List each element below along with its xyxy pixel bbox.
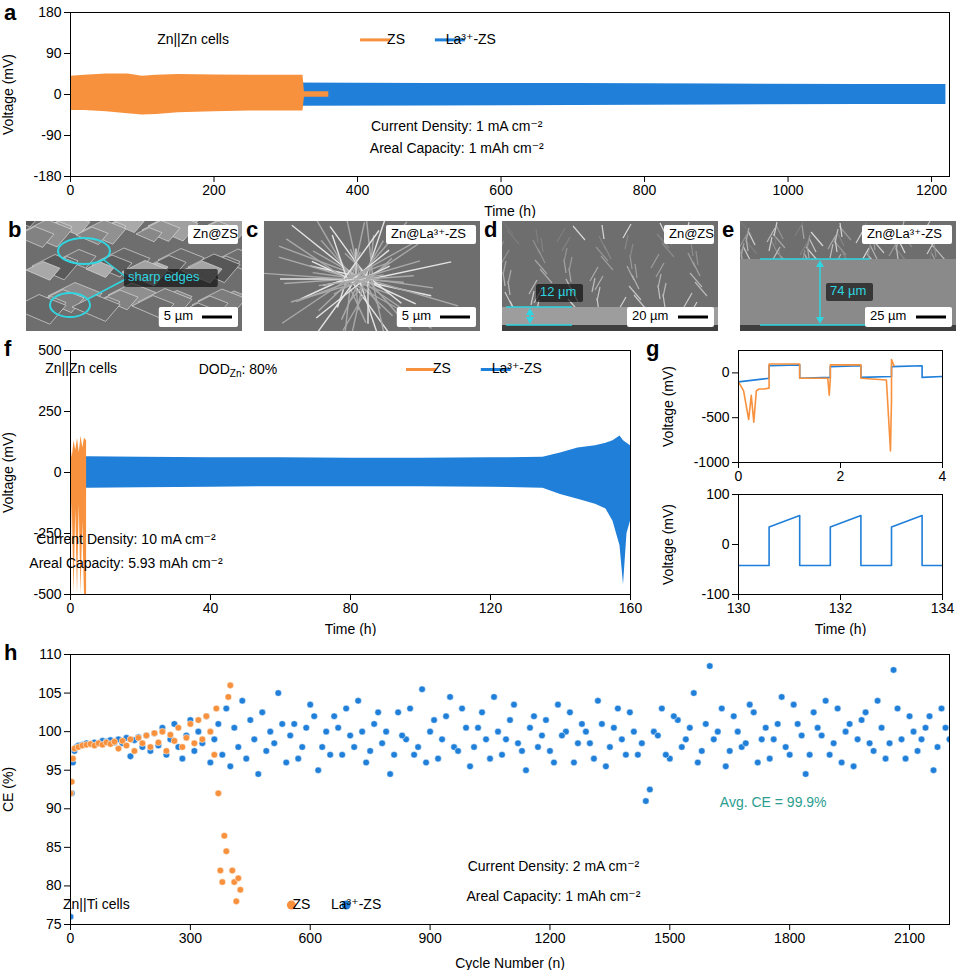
- svg-text:DODZn: 80%: DODZn: 80%: [199, 360, 278, 378]
- svg-text:Areal Capacity: 5.93 mAh cm⁻²: Areal Capacity: 5.93 mAh cm⁻²: [29, 555, 223, 571]
- svg-text:132: 132: [829, 600, 853, 616]
- svg-text:300: 300: [179, 930, 203, 946]
- svg-text:Voltage (mV): Voltage (mV): [0, 432, 16, 513]
- svg-text:Voltage (mV): Voltage (mV): [0, 54, 16, 135]
- svg-text:100: 100: [706, 486, 730, 502]
- svg-text:400: 400: [346, 182, 370, 198]
- svg-text:ZS: ZS: [433, 360, 451, 376]
- svg-text:Current Density: 1 mA cm⁻²: Current Density: 1 mA cm⁻²: [371, 118, 543, 134]
- svg-text:12 µm: 12 µm: [540, 284, 576, 299]
- svg-text:0: 0: [67, 182, 75, 198]
- svg-text:600: 600: [299, 930, 323, 946]
- svg-text:100: 100: [38, 723, 62, 739]
- svg-text:Time (h): Time (h): [325, 621, 377, 637]
- svg-text:CE (%): CE (%): [0, 767, 16, 812]
- svg-text:-500: -500: [701, 409, 729, 425]
- svg-text:Zn@ZS: Zn@ZS: [669, 226, 714, 241]
- svg-text:Zn@La³⁺-ZS: Zn@La³⁺-ZS: [867, 226, 942, 241]
- svg-text:-90: -90: [41, 127, 61, 143]
- svg-text:105: 105: [38, 685, 62, 701]
- svg-text:25 µm: 25 µm: [870, 308, 906, 323]
- svg-text:Avg. CE = 99.9%: Avg. CE = 99.9%: [720, 793, 827, 809]
- svg-text:0: 0: [722, 536, 730, 552]
- svg-text:-100: -100: [701, 586, 729, 602]
- svg-text:-1000: -1000: [694, 454, 730, 470]
- svg-text:0: 0: [54, 86, 62, 102]
- svg-text:500: 500: [38, 342, 62, 358]
- svg-text:900: 900: [418, 930, 442, 946]
- svg-text:0: 0: [67, 930, 75, 946]
- svg-text:90: 90: [46, 45, 62, 61]
- svg-text:Time (h): Time (h): [484, 203, 536, 219]
- svg-text:110: 110: [39, 646, 62, 662]
- html-text:h: h: [4, 640, 18, 665]
- svg-text:160: 160: [619, 600, 643, 616]
- svg-text:75: 75: [46, 916, 62, 932]
- svg-text:180: 180: [38, 4, 62, 20]
- svg-text:Areal Capacity: 1 mAh cm⁻²: Areal Capacity: 1 mAh cm⁻²: [467, 888, 641, 904]
- svg-text:120: 120: [479, 600, 503, 616]
- svg-text:Zn@ZS: Zn@ZS: [193, 226, 238, 241]
- svg-text:-500: -500: [33, 586, 61, 602]
- svg-text:Current Density: 10 mA cm⁻²: Current Density: 10 mA cm⁻²: [36, 531, 216, 547]
- html-text:g: g: [646, 336, 660, 361]
- svg-text:-180: -180: [33, 168, 61, 184]
- svg-text:80: 80: [343, 600, 359, 616]
- svg-text:95: 95: [46, 762, 62, 778]
- svg-text:La³⁺-ZS: La³⁺-ZS: [492, 360, 542, 376]
- svg-text:0: 0: [54, 464, 62, 480]
- html-text:f: f: [4, 336, 12, 361]
- svg-text:sharp edges: sharp edges: [128, 269, 200, 284]
- html-text:d: d: [484, 217, 498, 242]
- svg-text:Zn||Ti cells: Zn||Ti cells: [63, 896, 130, 912]
- svg-text:90: 90: [46, 800, 62, 816]
- svg-text:Voltage (mV): Voltage (mV): [660, 504, 676, 585]
- svg-text:Current Density: 2 mA cm⁻²: Current Density: 2 mA cm⁻²: [468, 858, 640, 874]
- svg-text:2: 2: [837, 468, 845, 484]
- html-text:e: e: [722, 217, 735, 242]
- svg-text:Zn||Zn cells: Zn||Zn cells: [157, 31, 229, 47]
- svg-text:ZS: ZS: [387, 31, 405, 47]
- svg-text:250: 250: [38, 403, 62, 419]
- svg-text:Cycle Number (n): Cycle Number (n): [455, 955, 565, 971]
- svg-text:0: 0: [67, 600, 75, 616]
- svg-text:5 µm: 5 µm: [402, 308, 431, 323]
- svg-text:1800: 1800: [774, 930, 805, 946]
- svg-text:Time (h): Time (h): [815, 621, 867, 637]
- svg-text:Zn||Zn cells: Zn||Zn cells: [45, 360, 117, 376]
- html-text:a: a: [4, 0, 17, 25]
- svg-text:74 µm: 74 µm: [830, 283, 866, 298]
- svg-text:La³⁺-ZS: La³⁺-ZS: [446, 31, 496, 47]
- svg-text:Areal Capacity: 1 mAh cm⁻²: Areal Capacity: 1 mAh cm⁻²: [370, 140, 544, 156]
- svg-text:ZS: ZS: [292, 896, 310, 912]
- svg-text:600: 600: [489, 182, 513, 198]
- svg-text:800: 800: [633, 182, 657, 198]
- svg-text:5 µm: 5 µm: [164, 308, 193, 323]
- svg-text:20 µm: 20 µm: [632, 308, 668, 323]
- html-text:c: c: [246, 217, 259, 242]
- svg-text:134: 134: [931, 600, 955, 616]
- svg-text:1000: 1000: [772, 182, 803, 198]
- svg-text:Zn@La³⁺-ZS: Zn@La³⁺-ZS: [391, 226, 466, 241]
- html-text:b: b: [8, 217, 22, 242]
- svg-text:0: 0: [735, 468, 743, 484]
- svg-text:2100: 2100: [894, 930, 925, 946]
- svg-text:40: 40: [203, 600, 219, 616]
- svg-text:1200: 1200: [916, 182, 947, 198]
- svg-text:0: 0: [722, 364, 730, 380]
- svg-text:1200: 1200: [534, 930, 565, 946]
- svg-text:200: 200: [202, 182, 226, 198]
- svg-text:85: 85: [46, 839, 62, 855]
- svg-text:Voltage (mV): Voltage (mV): [660, 366, 676, 447]
- svg-text:1500: 1500: [654, 930, 685, 946]
- svg-text:80: 80: [46, 877, 62, 893]
- svg-text:4: 4: [939, 468, 947, 484]
- svg-text:130: 130: [727, 600, 751, 616]
- svg-text:La³⁺-ZS: La³⁺-ZS: [331, 896, 381, 912]
